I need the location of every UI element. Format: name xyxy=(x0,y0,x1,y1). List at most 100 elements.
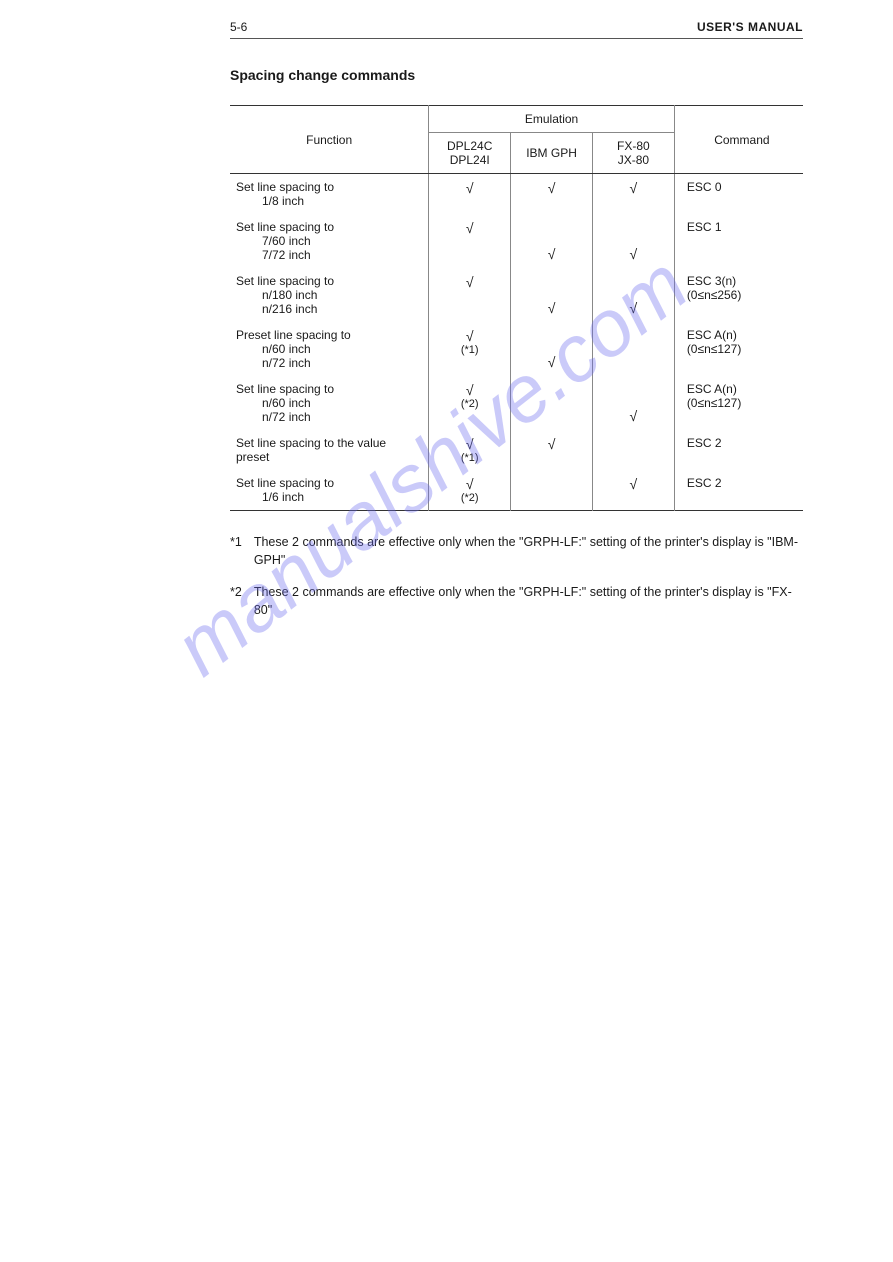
cmd-text: ESC 1 xyxy=(687,220,722,234)
check-icon: √ xyxy=(599,246,668,262)
cell-function: Set line spacing to1/6 inch xyxy=(230,470,429,511)
cmd-range: (0≤n≤127) xyxy=(687,342,742,356)
check-icon: √ xyxy=(435,180,504,196)
page-header-bar: 5-6 USER'S MANUAL xyxy=(230,20,803,39)
table-row: Set line spacing to1/8 inch√√√ESC 0 xyxy=(230,174,803,215)
func-sub: 1/6 inch xyxy=(236,490,422,504)
check-icon: √ xyxy=(517,300,586,316)
cell-emu3: √ xyxy=(592,376,674,430)
cell-emu2: √ xyxy=(511,268,593,322)
footnote-2-text: These 2 commands are effective only when… xyxy=(254,583,803,619)
cell-emu3: √ xyxy=(592,268,674,322)
cell-command: ESC A(n)(0≤n≤127) xyxy=(674,322,803,376)
check-icon: √ xyxy=(435,328,504,344)
cmd-text: ESC A(n) xyxy=(687,382,737,396)
footnote-2-mark: *2 xyxy=(230,583,242,619)
cell-emu2: √ xyxy=(511,214,593,268)
func-main: Set line spacing to xyxy=(236,220,422,234)
check-icon: √ xyxy=(435,274,504,290)
cell-command: ESC 3(n)(0≤n≤256) xyxy=(674,268,803,322)
func-sub: n/60 inch xyxy=(236,342,422,356)
check-icon: √ xyxy=(599,476,668,492)
manual-title: USER'S MANUAL xyxy=(697,20,803,34)
table-row: Set line spacing ton/180 inchn/216 inch √… xyxy=(230,268,803,322)
cell-command: ESC 2 xyxy=(674,470,803,511)
cell-emu1: √ (*1) xyxy=(429,430,511,470)
cell-emu3: √ xyxy=(592,470,674,511)
check-icon: √ xyxy=(517,354,586,370)
cell-emu2 xyxy=(511,470,593,511)
footnote-1-mark: *1 xyxy=(230,533,242,569)
footnotes: *1 These 2 commands are effective only w… xyxy=(230,533,803,620)
table-row: Set line spacing to1/6 inch√ (*2)√ESC 2 xyxy=(230,470,803,511)
check-icon: √ xyxy=(599,408,668,424)
cmd-range: (0≤n≤256) xyxy=(687,288,742,302)
func-sub: n/72 inch xyxy=(236,356,422,370)
check-icon: √ xyxy=(435,476,504,492)
cmd-text: ESC A(n) xyxy=(687,328,737,342)
cell-emu2: √ xyxy=(511,430,593,470)
th-emu3-a: FX-80 xyxy=(617,139,650,153)
func-main: Preset line spacing to xyxy=(236,328,422,342)
th-emu1-b: DPL24I xyxy=(450,153,490,167)
cell-emu3 xyxy=(592,430,674,470)
check-icon: √ xyxy=(435,436,504,452)
cell-command: ESC A(n)(0≤n≤127) xyxy=(674,376,803,430)
check-icon: √ xyxy=(517,180,586,196)
cell-function: Set line spacing to the value preset xyxy=(230,430,429,470)
th-emu1-a: DPL24C xyxy=(447,139,492,153)
func-main: Set line spacing to xyxy=(236,274,422,288)
footnote-1: *1 These 2 commands are effective only w… xyxy=(230,533,803,569)
cell-command: ESC 1 xyxy=(674,214,803,268)
func-sub: 7/72 inch xyxy=(236,248,422,262)
emu1-note: (*2) xyxy=(435,398,504,410)
cmd-text: ESC 2 xyxy=(687,476,722,490)
th-function: Function xyxy=(230,106,429,174)
cell-emu3 xyxy=(592,322,674,376)
th-command: Command xyxy=(674,106,803,174)
check-icon: √ xyxy=(517,436,586,452)
cell-emu1: √ (*2) xyxy=(429,470,511,511)
cell-emu1: √ xyxy=(429,268,511,322)
check-icon: √ xyxy=(517,246,586,262)
cell-emu2 xyxy=(511,376,593,430)
emu1-note: (*1) xyxy=(435,452,504,464)
cmd-text: ESC 3(n) xyxy=(687,274,736,288)
cmd-range: (0≤n≤127) xyxy=(687,396,742,410)
func-sub: n/216 inch xyxy=(236,302,422,316)
th-emu3: FX-80 JX-80 xyxy=(592,133,674,174)
th-emu3-b: JX-80 xyxy=(618,153,649,167)
section-title: Spacing change commands xyxy=(230,67,803,83)
emu1-note: (*1) xyxy=(435,344,504,356)
cell-command: ESC 0 xyxy=(674,174,803,215)
cell-command: ESC 2 xyxy=(674,430,803,470)
func-main: Set line spacing to xyxy=(236,476,422,490)
check-icon: √ xyxy=(599,300,668,316)
footnote-1-text: These 2 commands are effective only when… xyxy=(254,533,803,569)
func-sub: n/180 inch xyxy=(236,288,422,302)
manual-page: manualshive.com 5-6 USER'S MANUAL Spacin… xyxy=(0,0,893,1262)
cell-emu1: √ (*1) xyxy=(429,322,511,376)
cmd-text: ESC 0 xyxy=(687,180,722,194)
cmd-text: ESC 2 xyxy=(687,436,722,450)
func-sub: n/60 inch xyxy=(236,396,422,410)
cell-emu3: √ xyxy=(592,214,674,268)
func-sub: 7/60 inch xyxy=(236,234,422,248)
func-main: Set line spacing to xyxy=(236,180,422,194)
func-sub: n/72 inch xyxy=(236,410,422,424)
cell-function: Set line spacing ton/180 inchn/216 inch xyxy=(230,268,429,322)
commands-table: Function Emulation Command DPL24C DPL24I… xyxy=(230,105,803,511)
cell-emu1: √ xyxy=(429,174,511,215)
cell-emu2: √ xyxy=(511,174,593,215)
cell-function: Preset line spacing ton/60 inchn/72 inch xyxy=(230,322,429,376)
cell-emu3: √ xyxy=(592,174,674,215)
th-emulation: Emulation xyxy=(429,106,675,133)
check-icon: √ xyxy=(435,382,504,398)
cell-function: Set line spacing ton/60 inchn/72 inch xyxy=(230,376,429,430)
cell-function: Set line spacing to7/60 inch7/72 inch xyxy=(230,214,429,268)
table-row: Set line spacing to7/60 inch7/72 inch√√√… xyxy=(230,214,803,268)
th-emu1: DPL24C DPL24I xyxy=(429,133,511,174)
func-main: Set line spacing to the value preset xyxy=(236,436,422,464)
table-row: Preset line spacing ton/60 inchn/72 inch… xyxy=(230,322,803,376)
func-main: Set line spacing to xyxy=(236,382,422,396)
